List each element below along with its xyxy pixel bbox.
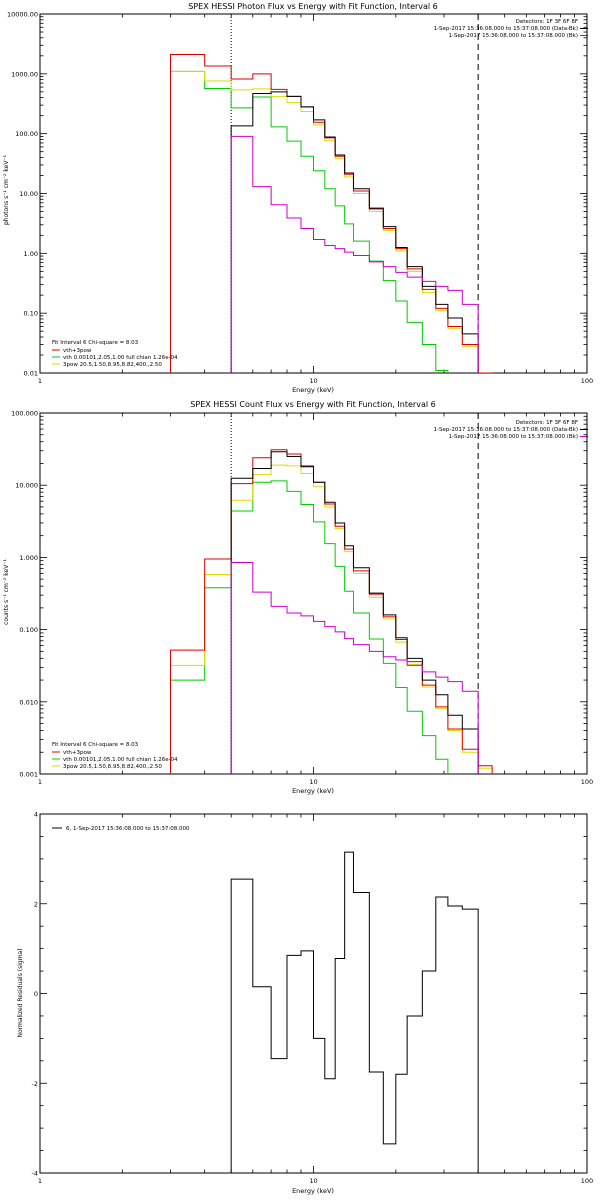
legend-total-fit: vth+3pow bbox=[63, 750, 92, 756]
series-line-1-sep-2017-15-36-08-000-to-15-37-08-000- bbox=[230, 135, 479, 373]
legend-3pow: 3pow 20.5,1.50,8.95,8.82,400.,2.50 bbox=[63, 764, 162, 770]
legend-residuals: 6, 1-Sep-2017 15:36:08.000 to 15:37:08.0… bbox=[66, 826, 190, 832]
legend-detectors: Detectors: 1F 3F 6F 8F bbox=[516, 420, 578, 426]
series-group bbox=[169, 54, 493, 373]
x-axis-label: Energy (keV) bbox=[292, 386, 334, 394]
series-group bbox=[230, 851, 479, 1173]
y-tick-label: 0 bbox=[34, 990, 38, 998]
x-tick-label: 10 bbox=[309, 377, 317, 385]
series-line-vth-3pow bbox=[169, 54, 493, 373]
y-tick-label: 2 bbox=[34, 900, 38, 908]
x-axis-label: Energy (keV) bbox=[292, 787, 334, 795]
legend-detectors: Detectors: 1F 3F 6F 8F bbox=[516, 19, 578, 25]
legend-vth: vth 0.00101,2.05,1.00 full chian 1.26e-0… bbox=[63, 757, 178, 763]
series-group bbox=[169, 449, 493, 774]
photon-flux-panel: SPEX HESSI Photon Flux vs Energy with Fi… bbox=[3, 2, 593, 394]
legend-bk: 1-Sep-2017 15:36:08.000 to 15:37:08.000 … bbox=[449, 33, 579, 39]
legend-top-left: 6, 1-Sep-2017 15:36:08.000 to 15:37:08.0… bbox=[52, 826, 190, 832]
y-tick-label: 0.100 bbox=[19, 626, 38, 634]
legend-vth: vth 0.00101,2.05,1.00 full chian 1.26e-0… bbox=[63, 355, 178, 361]
y-axis-label: photons s⁻¹ cm⁻² keV⁻¹ bbox=[3, 154, 10, 225]
y-axis-label: counts s⁻¹ cm⁻² keV⁻¹ bbox=[3, 559, 10, 625]
series-line-vth-0-00101-2-05-1-00-full-chian-1-26e-0 bbox=[169, 480, 449, 774]
series-line-3pow-20-5-1-50-8-95-8-82-400-2-50 bbox=[169, 70, 493, 373]
y-tick-label: 0.01 bbox=[24, 370, 38, 378]
legend-top-right: Detectors: 1F 3F 6F 8F 1-Sep-2017 15:36:… bbox=[434, 420, 588, 440]
plot-frame bbox=[39, 13, 588, 374]
x-tick-label: 100 bbox=[581, 377, 593, 385]
y-tick-label: 1.000 bbox=[19, 554, 38, 562]
x-tick-label: 1 bbox=[38, 778, 42, 786]
series-line-6-1-sep-2017-15-36-08-000-to-15-37-08-00 bbox=[230, 851, 479, 1173]
y-axis-label: Normalized Residuals (sigma) bbox=[17, 948, 24, 1037]
x-tick-label: 1 bbox=[38, 1177, 42, 1185]
series-line-1-sep-2017-15-36-08-000-to-15-37-08-000- bbox=[230, 451, 479, 774]
x-axis-label: Energy (keV) bbox=[292, 1187, 334, 1195]
y-tick-label: 4 bbox=[34, 811, 38, 819]
y-tick-label: 10.000 bbox=[15, 482, 38, 490]
legend-bk: 1-Sep-2017 15:36:08.000 to 15:37:08.000 … bbox=[449, 434, 579, 440]
y-tick-label: 0.010 bbox=[19, 698, 38, 706]
count-flux-panel: SPEX HESSI Count Flux vs Energy with Fit… bbox=[3, 400, 593, 795]
series-line-1-sep-2017-15-36-08-000-to-15-37-08-000- bbox=[230, 91, 479, 373]
series-line-vth-3pow bbox=[169, 449, 493, 774]
y-tick-label: 100.000 bbox=[11, 410, 38, 418]
legend-data-bk: 1-Sep-2017 15:36:08.000 to 15:37:08.000 … bbox=[434, 427, 578, 433]
x-tick-label: 100 bbox=[581, 778, 593, 786]
x-tick-label: 1 bbox=[38, 377, 42, 385]
y-tick-label: -2 bbox=[32, 1080, 38, 1088]
y-tick-label: 10000.00 bbox=[7, 11, 38, 19]
series-line-1-sep-2017-15-36-08-000-to-15-37-08-000- bbox=[230, 562, 479, 774]
y-tick-label: 100.00 bbox=[15, 130, 38, 138]
legend-total-fit: vth+3pow bbox=[63, 348, 92, 354]
x-tick-label: 10 bbox=[309, 778, 317, 786]
y-tick-label: 0.10 bbox=[24, 310, 38, 318]
panel-title: SPEX HESSI Count Flux vs Energy with Fit… bbox=[190, 400, 435, 409]
legend-fit-interval: Fit Interval 6 Chi-square = 8.03 bbox=[52, 742, 139, 748]
legend-fit-interval: Fit Interval 6 Chi-square = 8.03 bbox=[52, 340, 139, 346]
y-tick-label: -4 bbox=[32, 1170, 38, 1178]
series-line-3pow-20-5-1-50-8-95-8-82-400-2-50 bbox=[169, 464, 493, 774]
y-tick-label: 1000.00 bbox=[11, 70, 38, 78]
y-tick-label: 0.001 bbox=[19, 771, 38, 779]
legend-data-bk: 1-Sep-2017 15:36:08.000 to 15:37:08.000 … bbox=[434, 26, 578, 32]
panel-title: SPEX HESSI Photon Flux vs Energy with Fi… bbox=[188, 2, 438, 11]
x-tick-label: 10 bbox=[309, 1177, 317, 1185]
legend-bottom-left: Fit Interval 6 Chi-square = 8.03 vth+3po… bbox=[52, 742, 178, 770]
y-tick-label: 10.00 bbox=[19, 190, 38, 198]
legend-3pow: 3pow 20.5,1.50,8.95,8.82,400.,2.50 bbox=[63, 362, 162, 368]
legend-bottom-left: Fit Interval 6 Chi-square = 8.03 vth+3po… bbox=[52, 340, 178, 368]
legend-top-right: Detectors: 1F 3F 6F 8F 1-Sep-2017 15:36:… bbox=[434, 19, 588, 39]
x-tick-label: 100 bbox=[581, 1177, 593, 1185]
y-tick-label: 1.00 bbox=[24, 250, 38, 258]
residuals-panel: Normalized Residuals (sigma) Energy (keV… bbox=[17, 811, 593, 1196]
